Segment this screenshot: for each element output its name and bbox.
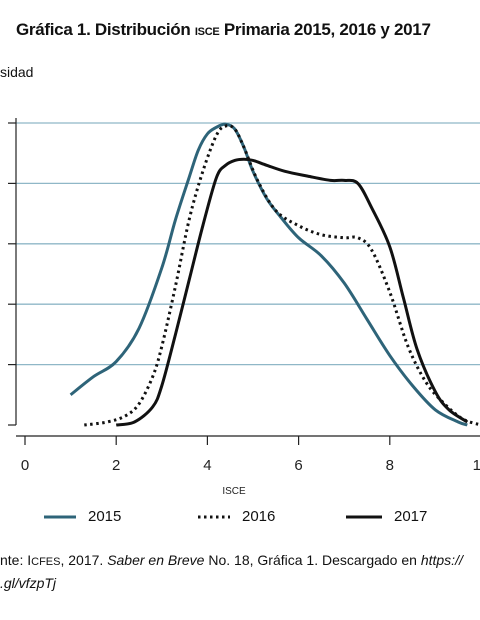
series-line-2016 — [84, 124, 480, 427]
legend-item-2015: 2015 — [44, 508, 121, 525]
source-line-1: nte: ICFES, 2017. Saber en Breve No. 18,… — [0, 550, 470, 573]
legend-swatch-2015 — [44, 515, 76, 518]
chart-title: Gráfica 1. Distribución ISCE Primaria 20… — [16, 20, 431, 40]
x-tick-label: 0 — [21, 457, 29, 474]
legend-swatch-2016 — [198, 515, 230, 518]
legend-label-2016: 2016 — [242, 508, 276, 525]
source-publication: Saber en Breve — [107, 552, 205, 568]
density-chart: 0 2 4 6 8 10 ISCE — [8, 118, 480, 497]
source-link-start[interactable]: https:// — [420, 552, 463, 568]
source-link-end[interactable]: .gl/vfzpTj — [0, 575, 57, 591]
legend-label-2015: 2015 — [88, 508, 122, 525]
source-text-1: nte: I — [0, 552, 32, 568]
legend-swatch-2017 — [346, 515, 382, 518]
x-axis-label: ISCE — [222, 486, 246, 497]
y-axis-label: sidad — [0, 64, 34, 80]
source-text-2: , 2017. — [60, 552, 108, 568]
x-tick-label: 10 — [473, 457, 480, 474]
series-lines — [69, 122, 480, 427]
legend: 2015 2016 2017 — [0, 508, 480, 528]
title-suffix: Primaria 2015, 2016 y 2017 — [223, 20, 431, 39]
legend-item-2016: 2016 — [198, 508, 275, 525]
x-tick-label: 2 — [112, 457, 120, 474]
grid-lines — [16, 122, 480, 366]
source-line-2: .gl/vfzpTj — [0, 573, 470, 594]
legend-label-2017: 2017 — [394, 508, 428, 525]
series-line-2017 — [115, 157, 469, 427]
source-text-3: No. 18, Gráfica 1. Descargado en — [204, 552, 421, 568]
x-tick-label: 4 — [203, 457, 211, 474]
legend-item-2017: 2017 — [346, 508, 427, 525]
source-note: nte: ICFES, 2017. Saber en Breve No. 18,… — [0, 550, 470, 594]
series-line-2015 — [69, 122, 468, 427]
title-isce: ISCE — [194, 26, 220, 38]
x-tick-label: 8 — [386, 457, 394, 474]
title-prefix: Gráfica 1. Distribución — [16, 20, 191, 39]
x-tick-label: 6 — [294, 457, 302, 474]
source-icfes: CFES — [31, 556, 61, 568]
y-ticks — [8, 122, 16, 426]
x-ticks: 0 2 4 6 8 10 — [21, 436, 480, 474]
